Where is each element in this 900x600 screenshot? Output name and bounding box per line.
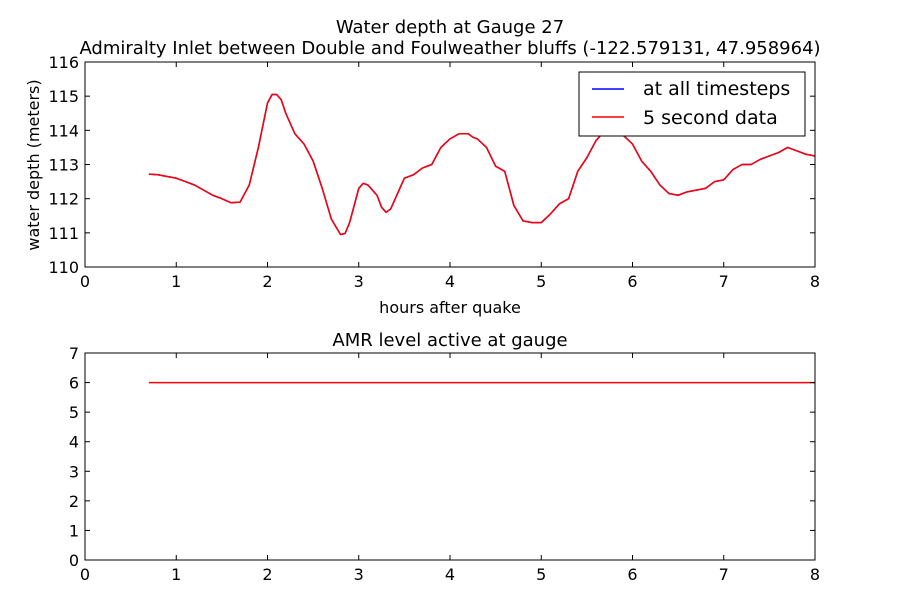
y-tick-label: 112 (48, 190, 79, 209)
x-tick-label: 0 (80, 565, 90, 584)
plot-area: 0 1 2 3 4 5 6 7 8 110 111 112 113 114 115 116 (48, 53, 820, 291)
y-tick-label: 1 (69, 521, 79, 540)
chart-title-amr: AMR level active at gauge (332, 330, 567, 351)
x-tick-label: 2 (262, 272, 272, 291)
y-tick-label: 114 (48, 121, 79, 140)
x-axis-label: hours after quake (379, 298, 521, 317)
y-tick-label: 116 (48, 53, 79, 72)
x-tick-label: 6 (627, 272, 637, 291)
y-tick-label: 113 (48, 156, 79, 175)
x-tick-label: 4 (445, 565, 455, 584)
y-tick-label: 4 (69, 433, 79, 452)
chart-title: Water depth at Gauge 27 (336, 17, 564, 38)
legend-entry-5-second-data: 5 second data (643, 107, 778, 129)
chart-subtitle: Admiralty Inlet between Double and Foulw… (79, 38, 820, 59)
legend-entry-all-timesteps: at all timesteps (643, 78, 790, 100)
series-line-0-1 (148, 93, 816, 236)
y-tick-label: 6 (69, 374, 79, 393)
x-tick-label: 0 (80, 272, 90, 291)
y-tick-label: 0 (69, 551, 79, 570)
x-tick-label: 5 (536, 272, 546, 291)
y-axis-label: water depth (meters) (24, 79, 43, 250)
x-tick-label: 8 (810, 565, 820, 584)
y-tick-label: 2 (69, 492, 79, 511)
x-tick-label: 8 (810, 272, 820, 291)
x-tick-label: 7 (719, 272, 729, 291)
x-tick-label: 6 (627, 565, 637, 584)
y-tick-label: 5 (69, 403, 79, 422)
legend: at all timesteps 5 second data (578, 71, 806, 137)
x-tick-label: 3 (354, 565, 364, 584)
x-tick-label: 4 (445, 272, 455, 291)
amr-level-chart: AMR level active at gauge 0 1 2 3 4 5 6 7 8 0 1 2 3 4… (69, 330, 820, 584)
y-tick-label: 7 (69, 344, 79, 363)
x-tick-label: 5 (536, 565, 546, 584)
water-depth-chart: Water depth at Gauge 27 Admiralty Inlet … (24, 17, 821, 317)
y-tick-label: 115 (48, 87, 79, 106)
axes-frame (84, 352, 816, 561)
y-tick-label: 3 (69, 462, 79, 481)
legend-box (578, 71, 806, 137)
y-tick-label: 111 (48, 224, 79, 243)
x-tick-label: 3 (354, 272, 364, 291)
plot-area-amr: 0 1 2 3 4 5 6 7 8 0 1 2 3 4 5 6 7 (69, 344, 820, 584)
x-tick-label: 2 (262, 565, 272, 584)
x-tick-label: 1 (171, 565, 181, 584)
y-tick-label: 110 (48, 258, 79, 277)
x-tick-label: 1 (171, 272, 181, 291)
x-tick-label: 7 (719, 565, 729, 584)
